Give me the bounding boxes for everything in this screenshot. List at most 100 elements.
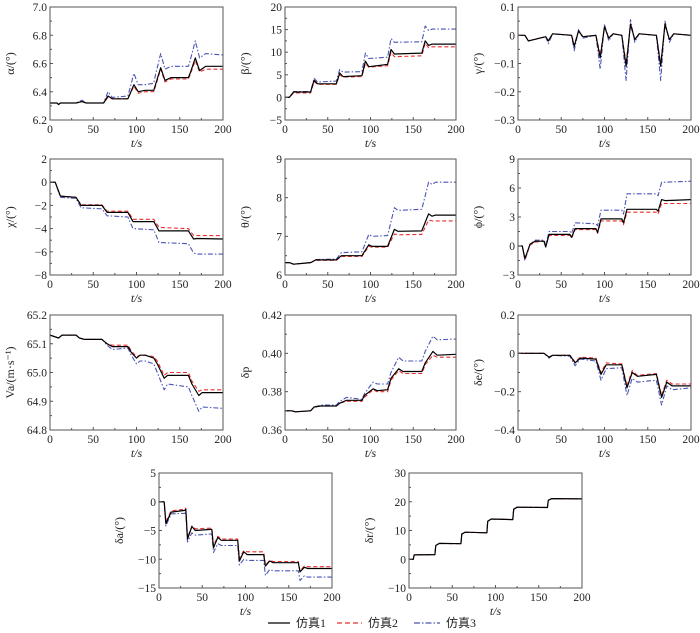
x-tick-label: 50: [88, 434, 100, 446]
y-tick-label: −0.1: [494, 59, 515, 71]
plot-area: [518, 180, 691, 262]
y-tick-label: 65.1: [27, 339, 47, 351]
y-axis-label: α/(°): [3, 52, 17, 74]
y-axis-label: ϕ/(°): [471, 206, 485, 228]
y-tick-label: 64.8: [27, 425, 47, 437]
series-line-sim1: [159, 501, 332, 573]
subplot-gamma: 0 50 100 150 200 −0.3 −0.2 −0.1 0 0.1 t/s γ/(°): [471, 2, 700, 150]
series-line-sim1: [518, 23, 691, 67]
series-line-sim2: [50, 181, 223, 237]
axes-frame: [408, 472, 583, 589]
legend-label-sim3: 仿真3: [446, 616, 476, 630]
plot-area: [50, 181, 223, 255]
series-line-sim3: [518, 180, 691, 262]
plot-area: [159, 501, 332, 582]
x-tick-label: 0: [156, 592, 162, 604]
y-tick-label: −10: [388, 583, 406, 595]
x-tick-label: 100: [128, 434, 146, 446]
y-tick-label: 0: [509, 348, 515, 360]
plot-area: [285, 181, 456, 265]
x-tick-label: 200: [447, 434, 465, 446]
y-tick-label: 6.6: [33, 59, 48, 71]
series-line-sim1: [50, 334, 223, 397]
y-tick-label: 20: [271, 2, 283, 14]
y-axis-label: Va/(m·s⁻¹): [3, 347, 17, 399]
axes-frame: [284, 314, 457, 431]
series-line-sim2: [518, 202, 691, 261]
series-line-sim3: [159, 501, 332, 582]
plot-area: [285, 335, 456, 413]
x-tick-label: 150: [639, 124, 657, 136]
subplot-delta_a: 0 50 100 150 200 −15 −10 −5 0 5 t/s δa/(°): [112, 468, 341, 618]
series-line-sim2: [50, 334, 223, 392]
y-tick-label: 2: [41, 154, 47, 166]
x-tick-label: 50: [197, 592, 209, 604]
x-tick-label: 150: [405, 124, 423, 136]
y-tick-label: −0.2: [494, 387, 515, 399]
x-tick-label: 200: [214, 434, 232, 446]
x-tick-label: 50: [88, 124, 100, 136]
subplot-alpha: 0 50 100 150 200 6.2 6.4 6.6 6.8 7.0 t/s α/(°): [3, 2, 232, 150]
y-tick-label: 6: [509, 183, 515, 195]
x-tick-label: 100: [596, 279, 614, 291]
x-tick-label: 150: [639, 279, 657, 291]
y-tick-label: 5: [276, 70, 282, 82]
series-line-sim3: [285, 25, 456, 98]
series-line-sim3: [518, 352, 691, 406]
y-tick-label: −8: [35, 270, 47, 282]
series-line-sim3: [50, 334, 223, 412]
y-axis-label: δa/(°): [112, 517, 126, 544]
y-tick-label: −4: [35, 224, 47, 236]
x-axis-label: t/s: [599, 446, 611, 460]
axes-frame: [284, 6, 457, 121]
series-line-sim1: [285, 350, 456, 413]
y-tick-label: −6: [35, 247, 47, 259]
x-axis-label: t/s: [240, 604, 252, 618]
axes-frame: [49, 158, 224, 276]
y-tick-label: 3: [509, 212, 515, 224]
plot-area: [518, 19, 691, 82]
y-tick-label: 10: [395, 526, 407, 538]
subplot-chi: 0 50 100 150 200 −8 −6 −4 −2 0 2 t/s χ/(°): [3, 154, 232, 305]
y-tick-label: 10: [271, 47, 283, 59]
y-tick-label: −0.4: [494, 425, 515, 437]
plot-area: [409, 498, 582, 560]
x-axis-label: t/s: [131, 446, 143, 460]
x-tick-label: 200: [682, 434, 700, 446]
series-line-sim3: [50, 40, 223, 106]
axes-frame: [517, 158, 692, 276]
y-tick-label: 7: [276, 231, 282, 243]
series-line-sim3: [285, 335, 456, 413]
x-tick-label: 150: [639, 434, 657, 446]
x-tick-label: 0: [515, 124, 521, 136]
y-tick-label: 65.2: [27, 310, 47, 322]
series-line-sim3: [50, 181, 223, 255]
x-tick-label: 50: [556, 434, 568, 446]
x-tick-label: 50: [322, 279, 334, 291]
y-tick-label: −5: [144, 526, 156, 538]
y-tick-label: −2: [35, 200, 47, 212]
plot-area: [285, 25, 456, 99]
x-tick-label: 200: [682, 279, 700, 291]
x-tick-label: 0: [282, 124, 288, 136]
x-tick-label: 150: [171, 434, 189, 446]
x-tick-label: 200: [447, 279, 465, 291]
y-tick-label: 0: [41, 177, 47, 189]
x-tick-label: 200: [447, 124, 465, 136]
series-line-sim3: [285, 181, 456, 265]
series-line-sim2: [50, 60, 223, 106]
y-tick-label: 0: [509, 30, 515, 42]
y-tick-label: 6.8: [33, 30, 48, 42]
x-tick-label: 0: [515, 434, 521, 446]
x-tick-label: 150: [171, 279, 189, 291]
y-tick-label: 0: [509, 241, 515, 253]
y-tick-label: 0.42: [262, 310, 282, 322]
y-tick-label: −5: [270, 115, 282, 127]
axes-frame: [284, 158, 457, 276]
y-tick-label: 0.2: [501, 310, 516, 322]
x-tick-label: 200: [323, 592, 341, 604]
x-axis-label: t/s: [131, 291, 143, 305]
series-line-sim2: [518, 352, 691, 397]
